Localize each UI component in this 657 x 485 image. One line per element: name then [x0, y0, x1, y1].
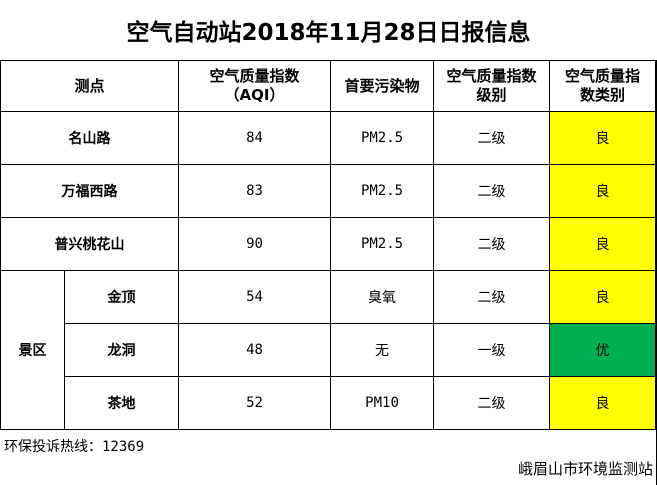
aqi-level: 二级 [433, 111, 551, 165]
site-name: 万福西路 [0, 164, 180, 218]
header-pollutant: 首要污染物 [330, 60, 435, 112]
aqi-level: 二级 [433, 217, 551, 271]
aqi-level: 二级 [433, 164, 551, 218]
aqi-category: 良 [549, 270, 657, 324]
primary-pollutant: PM2.5 [330, 217, 435, 271]
table-row: 普兴桃花山 90 PM2.5 二级 良 [0, 217, 657, 271]
aqi-category: 良 [549, 376, 657, 430]
primary-pollutant: 臭氧 [330, 270, 435, 324]
aqi-value: 84 [178, 111, 332, 165]
aqi-level: 二级 [433, 270, 551, 324]
aqi-value: 90 [178, 217, 332, 271]
table-header-row: 测点 空气质量指数 （AQI） 首要污染物 空气质量指数 级别 空气质量指 数类别 [0, 60, 657, 112]
aqi-value: 52 [178, 376, 332, 430]
primary-pollutant: PM10 [330, 376, 435, 430]
report-title: 空气自动站2018年11月28日日报信息 [126, 20, 531, 46]
site-name: 普兴桃花山 [0, 217, 180, 271]
table-row: 景区 金顶 54 臭氧 二级 良 [0, 270, 657, 430]
site-name: 龙洞 [63, 323, 180, 377]
table-row: 茶地 52 PM10 二级 良 [1, 376, 657, 430]
primary-pollutant: PM2.5 [330, 164, 435, 218]
hotline-number: 12369 [102, 439, 145, 455]
aqi-category: 良 [549, 217, 657, 271]
hotline-label: 环保投诉热线： [4, 439, 102, 455]
aqi-value: 83 [178, 164, 332, 218]
complaint-hotline: 环保投诉热线：12369 [4, 436, 144, 456]
table-row: 万福西路 83 PM2.5 二级 良 [0, 164, 657, 218]
site-name: 茶地 [63, 376, 180, 430]
header-site: 测点 [0, 60, 180, 112]
aqi-category: 良 [549, 164, 657, 218]
site-name: 名山路 [0, 111, 180, 165]
aqi-level: 一级 [433, 323, 551, 377]
scenic-area-label: 景区 [0, 270, 65, 430]
primary-pollutant: 无 [330, 323, 435, 377]
header-aqi: 空气质量指数 （AQI） [178, 60, 332, 112]
header-level: 空气质量指数 级别 [433, 60, 551, 112]
issuing-agency: 峨眉山市环境监测站 [517, 460, 653, 478]
table-row: 龙洞 48 无 一级 优 [1, 323, 657, 377]
aqi-category: 优 [549, 323, 657, 377]
aqi-level: 二级 [433, 376, 551, 430]
aqi-value: 48 [178, 323, 332, 377]
primary-pollutant: PM2.5 [330, 111, 435, 165]
air-quality-table: 测点 空气质量指数 （AQI） 首要污染物 空气质量指数 级别 空气质量指 数类别 名… [0, 60, 657, 430]
site-name: 金顶 [63, 270, 180, 324]
header-category: 空气质量指 数类别 [549, 60, 657, 112]
aqi-category: 良 [549, 111, 657, 165]
table-row: 名山路 84 PM2.5 二级 良 [0, 111, 657, 165]
aqi-value: 54 [178, 270, 332, 324]
